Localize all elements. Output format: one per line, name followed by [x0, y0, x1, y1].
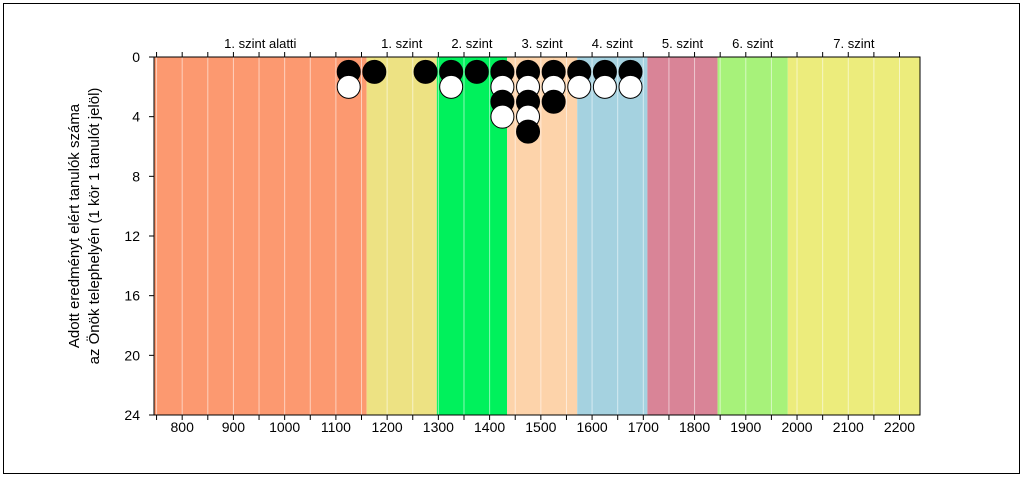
x-tick-label: 1700 — [628, 419, 659, 435]
student-point — [541, 89, 566, 114]
student-point — [336, 74, 361, 99]
x-tick-label: 900 — [222, 419, 246, 435]
x-axis: 800 900 1000 1100 1200 1300 1400 1500 1600 1700 18… — [156, 52, 915, 435]
level-labels: 1. szint alatti 1. szint 2. szint 3. szint 4… — [224, 36, 875, 51]
y-tick-label: 8 — [132, 168, 140, 184]
level-band-5 — [577, 57, 648, 415]
level-label-7: 6. szint — [732, 36, 774, 51]
level-label-6: 5. szint — [662, 36, 704, 51]
y-tick-label: 12 — [124, 228, 140, 244]
student-point — [567, 74, 592, 99]
x-tick-label: 1100 — [321, 419, 351, 435]
level-band-7 — [717, 57, 788, 415]
student-point — [490, 104, 515, 129]
level-band-8 — [787, 57, 920, 415]
chart-frame — [3, 3, 1020, 474]
student-point — [439, 74, 464, 99]
level-band-6 — [647, 57, 718, 415]
x-tick-label: 1300 — [423, 419, 454, 435]
y-tick-label: 24 — [124, 407, 140, 423]
x-tick-label: 1600 — [577, 419, 608, 435]
x-tick-label: 2200 — [884, 419, 915, 435]
student-point — [516, 119, 541, 144]
y-tick-label: 20 — [124, 347, 140, 363]
level-label-2: 1. szint — [381, 36, 423, 51]
level-label-5: 4. szint — [592, 36, 634, 51]
x-tick-label: 1200 — [372, 419, 403, 435]
level-bands — [154, 57, 920, 415]
level-label-1: 1. szint alatti — [224, 36, 296, 51]
x-tick-label: 2000 — [781, 419, 812, 435]
level-band-1 — [154, 57, 367, 415]
data-points — [336, 59, 643, 144]
x-tick-label: 1800 — [679, 419, 710, 435]
gridlines — [156, 57, 901, 415]
level-label-3: 2. szint — [451, 36, 493, 51]
y-axis-label-line1: Adott eredményt elért tanulók száma — [66, 103, 83, 348]
level-band-2 — [366, 57, 437, 415]
y-tick-label: 16 — [124, 288, 140, 304]
y-axis: 0 4 8 12 16 20 24 — [124, 49, 154, 423]
y-axis-label-line2: az Önök telephelyén (1 kör 1 tanulót jel… — [85, 88, 103, 365]
y-tick-label: 0 — [132, 49, 140, 65]
student-point — [413, 59, 438, 84]
student-point — [592, 74, 617, 99]
x-tick-label: 2100 — [833, 419, 864, 435]
y-tick-label: 4 — [132, 109, 140, 125]
student-point — [362, 59, 387, 84]
x-tick-label: 1000 — [269, 419, 300, 435]
level-label-4: 3. szint — [522, 36, 564, 51]
x-tick-label: 1400 — [474, 419, 505, 435]
x-tick-label: 800 — [171, 419, 195, 435]
level-label-8: 7. szint — [833, 36, 875, 51]
student-point — [618, 74, 643, 99]
x-tick-label: 1500 — [525, 419, 556, 435]
x-tick-label: 1900 — [730, 419, 761, 435]
student-point — [464, 59, 489, 84]
